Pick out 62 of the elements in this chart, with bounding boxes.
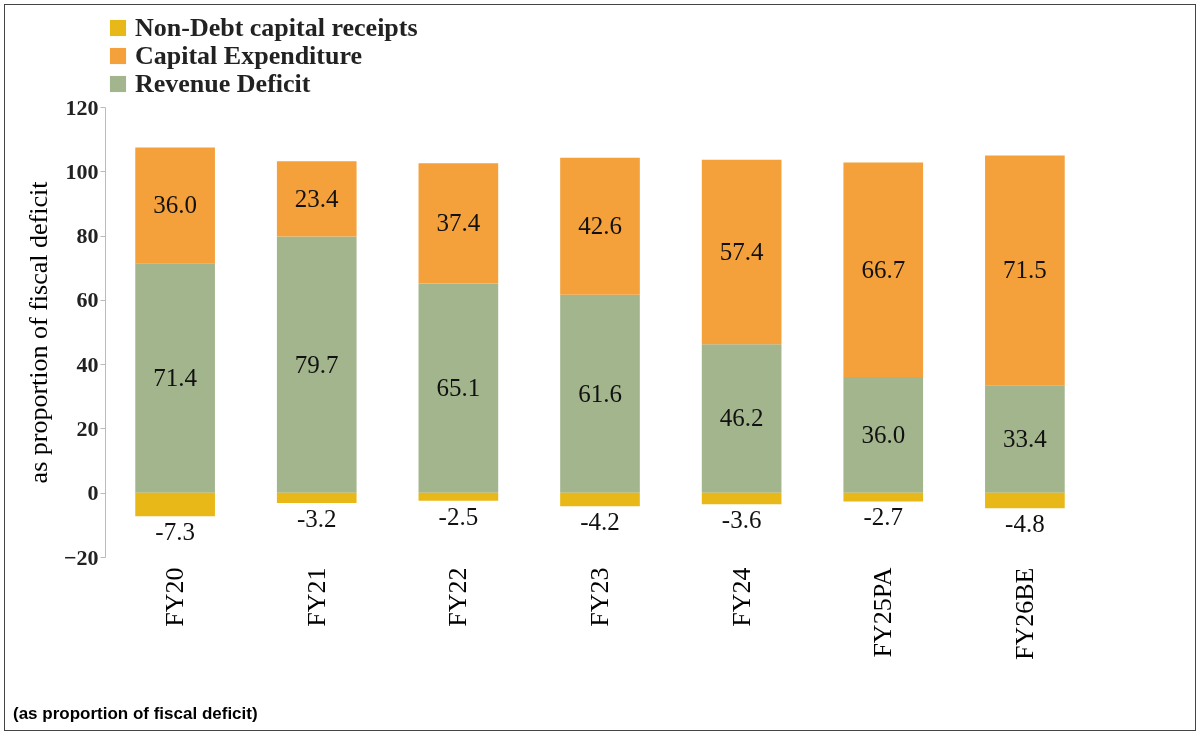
data-label: -3.2 xyxy=(296,505,337,533)
data-label: 71.4 xyxy=(153,363,198,391)
data-label: 42.6 xyxy=(578,212,622,240)
bar xyxy=(985,155,1065,386)
data-label: -7.3 xyxy=(155,518,195,546)
data-label: 37.4 xyxy=(436,209,481,237)
y-tick-label: −20 xyxy=(63,544,99,570)
bar xyxy=(985,492,1065,509)
data-label: -3.6 xyxy=(721,506,762,534)
bar xyxy=(135,263,215,493)
y-tick-label: 80 xyxy=(76,223,99,249)
bar xyxy=(985,385,1065,493)
x-tick-label: FY24 xyxy=(726,567,756,627)
data-label: -2.5 xyxy=(438,502,479,530)
bar xyxy=(560,157,640,295)
x-tick-label: FY21 xyxy=(301,567,331,627)
data-label: -4.8 xyxy=(1005,510,1045,538)
bar xyxy=(843,492,924,502)
data-label: 66.7 xyxy=(861,255,906,283)
x-tick-label: FY26BE xyxy=(1009,567,1039,660)
bar xyxy=(843,377,924,493)
bar xyxy=(560,492,640,507)
bar xyxy=(701,492,782,505)
bar xyxy=(276,492,357,503)
bar xyxy=(843,162,924,377)
text: (as proportion of fiscal deficit) xyxy=(13,704,258,724)
legend-label: Revenue Deficit xyxy=(135,69,311,98)
data-label: 61.6 xyxy=(578,379,622,407)
x-tick-label: FY25PA xyxy=(868,567,898,658)
bar xyxy=(560,294,640,493)
y-tick-label: 120 xyxy=(65,94,99,120)
data-label: 65.1 xyxy=(436,374,481,402)
data-label: 79.7 xyxy=(294,350,339,378)
bar xyxy=(418,163,499,284)
data-label: 36.0 xyxy=(153,191,197,219)
x-tick-label: FY23 xyxy=(585,567,614,627)
y-tick-label: 100 xyxy=(65,158,99,184)
y-axis-title: as proportion of fiscal deficit xyxy=(23,180,53,484)
x-tick-label: FY20 xyxy=(160,567,190,627)
data-label: 23.4 xyxy=(294,184,340,212)
y-tick-label: 0 xyxy=(87,480,99,506)
bar xyxy=(701,159,782,345)
data-label: 46.2 xyxy=(719,404,764,432)
bar xyxy=(418,283,499,493)
data-label: -4.2 xyxy=(580,508,620,536)
bar xyxy=(276,161,357,237)
data-label: 36.0 xyxy=(861,420,906,448)
bar xyxy=(701,344,782,493)
data-label: 57.4 xyxy=(719,237,765,265)
legend-label: Non-Debt capital receipts xyxy=(135,13,418,42)
data-label: -2.7 xyxy=(863,503,904,531)
bar xyxy=(276,236,357,493)
data-label: 33.4 xyxy=(1003,425,1048,453)
y-tick-label: 20 xyxy=(76,415,99,441)
data-label: 71.5 xyxy=(1003,256,1047,284)
y-tick-label: 60 xyxy=(76,287,99,313)
bar xyxy=(135,147,215,264)
legend-label: Capital Expenditure xyxy=(135,41,363,70)
bar xyxy=(418,492,499,501)
bar xyxy=(135,492,215,517)
x-tick-label: FY22 xyxy=(443,567,473,627)
y-tick-label: 40 xyxy=(76,351,99,377)
